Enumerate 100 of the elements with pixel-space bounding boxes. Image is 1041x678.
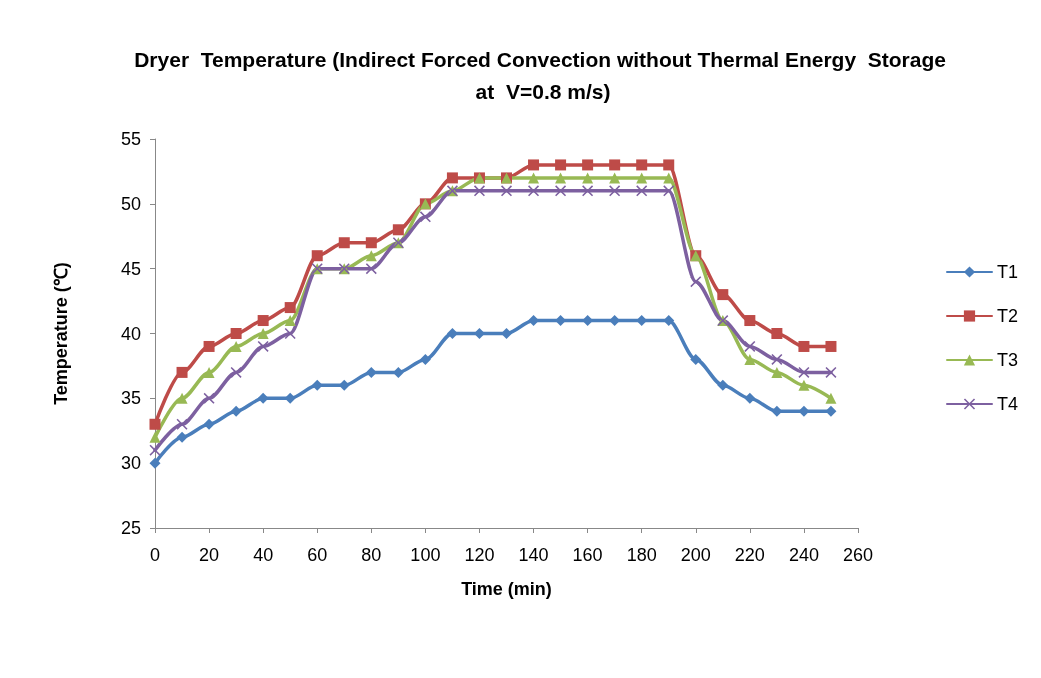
y-tick-label: 45 [120, 258, 141, 279]
point [528, 159, 540, 171]
point [419, 211, 431, 223]
point [176, 392, 188, 404]
x-tick-label: 100 [410, 545, 441, 565]
point [825, 340, 837, 352]
point [609, 172, 621, 184]
legend-label: T4 [996, 394, 1019, 414]
point [257, 340, 269, 352]
point [257, 392, 269, 404]
point [825, 366, 837, 378]
point [230, 366, 242, 378]
x-tick-label: 60 [307, 545, 328, 565]
point [365, 250, 377, 262]
point [582, 185, 594, 197]
x-tick-label: 0 [149, 545, 161, 565]
point [311, 250, 323, 262]
point [798, 379, 810, 391]
point [609, 159, 621, 171]
chart-title: Dryer Temperature (Indirect Forced Convection without Thermal Energy Storage at V=0.8 m/s) [134, 47, 952, 103]
point [284, 315, 296, 327]
point [798, 366, 810, 378]
point [338, 237, 350, 249]
point [203, 392, 215, 404]
point [365, 366, 377, 378]
point [311, 379, 323, 391]
point [176, 366, 188, 378]
point [501, 328, 512, 339]
x-tick-label: 80 [361, 545, 382, 565]
x-tick-label: 240 [788, 545, 819, 565]
y-tick-label: 30 [120, 453, 141, 474]
point [744, 392, 756, 404]
point [230, 328, 242, 339]
legend-label: T3 [996, 350, 1019, 370]
point [257, 315, 269, 327]
x-tick-label: 160 [572, 545, 603, 565]
x-tick-label: 20 [199, 545, 220, 565]
point [771, 328, 783, 339]
point [636, 172, 648, 184]
y-tick-label: 50 [120, 193, 141, 214]
point [825, 392, 837, 404]
y-tick-label: 35 [120, 388, 141, 409]
x-tick-label: 200 [680, 545, 711, 565]
point [230, 405, 242, 417]
point [203, 366, 215, 378]
y-tick-label: 40 [120, 323, 141, 344]
point [744, 315, 756, 327]
legend-label: T2 [996, 306, 1019, 326]
point [501, 185, 512, 197]
point [149, 431, 161, 443]
point [446, 172, 458, 184]
point [446, 328, 458, 339]
point [744, 353, 756, 365]
point [473, 185, 485, 197]
point [663, 172, 675, 184]
point [771, 353, 783, 365]
point [528, 185, 540, 197]
point [636, 185, 648, 197]
legend-label: T1 [996, 262, 1019, 282]
point [690, 276, 702, 288]
point [365, 237, 377, 249]
point [744, 340, 756, 352]
point [717, 289, 729, 301]
point [284, 302, 296, 314]
point [257, 328, 269, 339]
x-tick-label: 40 [253, 545, 274, 565]
point [149, 444, 161, 456]
x-tick-label: 140 [518, 545, 549, 565]
point [203, 418, 215, 430]
point [176, 418, 188, 430]
point [555, 172, 567, 184]
point [663, 159, 675, 171]
point [690, 353, 702, 365]
point [636, 159, 648, 171]
point [771, 366, 783, 378]
point [582, 172, 594, 184]
y-tick-label: 55 [120, 129, 141, 149]
point [419, 353, 431, 365]
point [528, 172, 540, 184]
point [555, 159, 567, 171]
point [582, 159, 594, 171]
point [392, 224, 404, 236]
point [717, 379, 729, 391]
point [230, 340, 242, 352]
x-tick-label: 260 [842, 545, 874, 565]
y-tick-label: 25 [120, 518, 141, 538]
y-axis-title: Temperature (℃) [51, 262, 71, 405]
point [203, 340, 215, 352]
point [176, 431, 188, 443]
x-tick-label: 220 [734, 545, 765, 565]
point [284, 328, 296, 339]
point [798, 340, 810, 352]
point [609, 185, 621, 197]
point [555, 185, 567, 197]
point [149, 457, 161, 469]
x-tick-label: 120 [464, 545, 495, 565]
x-axis-title: Time (min) [461, 579, 552, 599]
point [663, 185, 675, 197]
point [149, 418, 161, 430]
x-tick-label: 180 [626, 545, 657, 565]
